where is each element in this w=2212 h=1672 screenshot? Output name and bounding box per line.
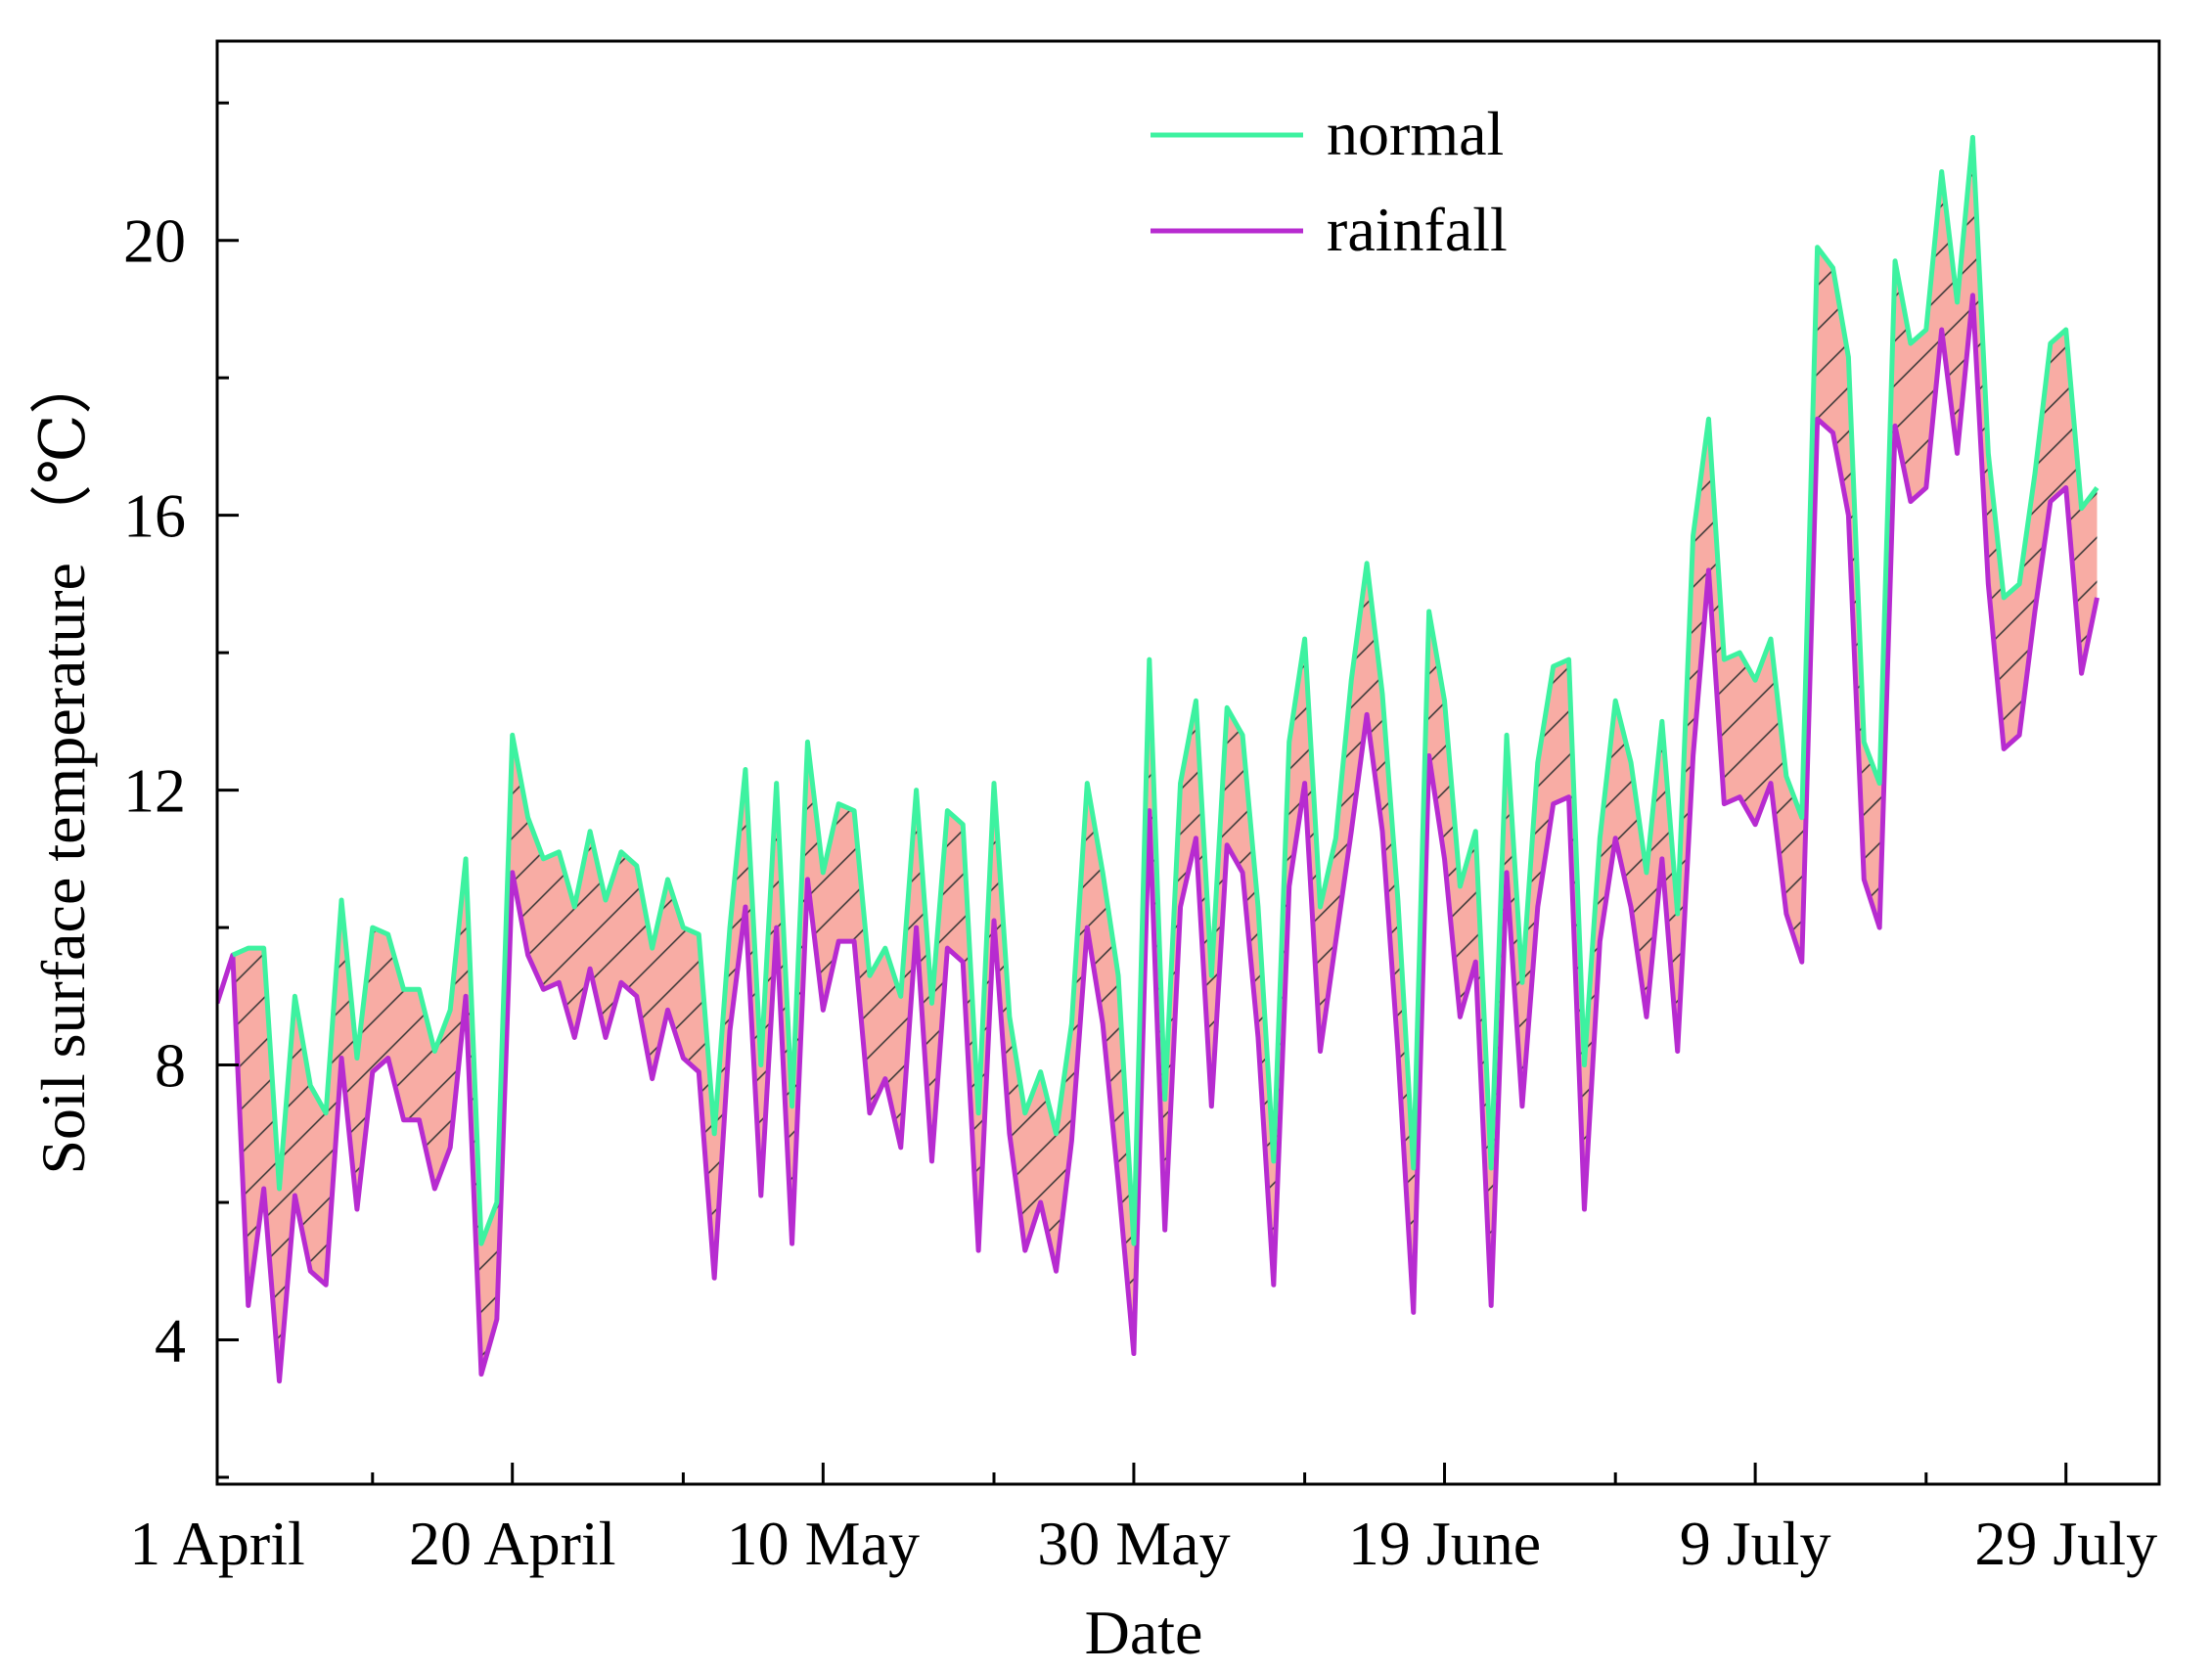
x-tick-label: 10 May [727, 1509, 920, 1578]
legend-label-normal: normal [1327, 99, 1504, 168]
x-tick-label: 9 July [1680, 1509, 1831, 1578]
x-tick-label: 20 April [409, 1509, 616, 1578]
x-tick-label: 30 May [1037, 1509, 1230, 1578]
plot-frame [215, 39, 2161, 1486]
x-axis: 1 April 20 April 10 May 30 May 19 June 9 July… [129, 1463, 2157, 1578]
y-tick-label: 16 [123, 481, 186, 551]
y-axis: 4 8 12 16 20 [123, 101, 239, 1479]
y-axis-title: Soil surface temperature （℃） [28, 351, 98, 1174]
y-tick-label: 4 [155, 1306, 186, 1376]
y-tick-label: 8 [155, 1031, 186, 1101]
y-tick-label: 20 [123, 206, 186, 276]
x-tick-label: 19 June [1348, 1509, 1541, 1578]
x-tick-label: 1 April [129, 1509, 305, 1578]
series-line-rainfall [217, 293, 2099, 1384]
x-tick-label: 29 July [1974, 1509, 2157, 1578]
y-tick-label: 12 [123, 756, 186, 826]
legend-label-rainfall: rainfall [1327, 195, 1508, 264]
x-axis-title: Date [1085, 1598, 1203, 1667]
legend: normal rainfall [1151, 99, 1508, 264]
series-line-normal [231, 134, 2099, 1246]
